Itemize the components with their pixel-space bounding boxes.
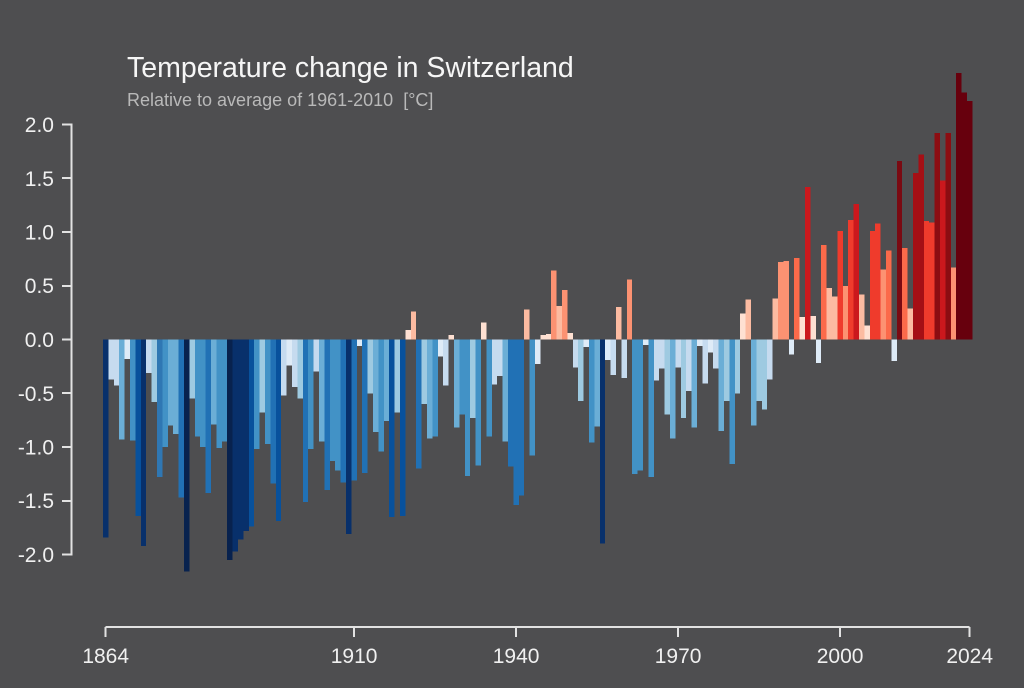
- svg-text:0.5: 0.5: [25, 275, 54, 298]
- svg-text:2.0: 2.0: [25, 114, 54, 137]
- svg-text:2024: 2024: [946, 645, 993, 668]
- svg-text:1.0: 1.0: [25, 222, 54, 245]
- svg-text:1940: 1940: [493, 645, 540, 668]
- svg-text:1.5: 1.5: [25, 168, 54, 191]
- svg-text:2000: 2000: [817, 645, 864, 668]
- svg-text:-1.0: -1.0: [18, 437, 54, 460]
- svg-text:-0.5: -0.5: [18, 383, 54, 406]
- svg-text:-2.0: -2.0: [18, 544, 54, 567]
- svg-text:1910: 1910: [331, 645, 378, 668]
- svg-text:1864: 1864: [82, 645, 129, 668]
- svg-text:-1.5: -1.5: [18, 490, 54, 513]
- svg-text:1970: 1970: [655, 645, 702, 668]
- svg-text:0.0: 0.0: [25, 329, 54, 352]
